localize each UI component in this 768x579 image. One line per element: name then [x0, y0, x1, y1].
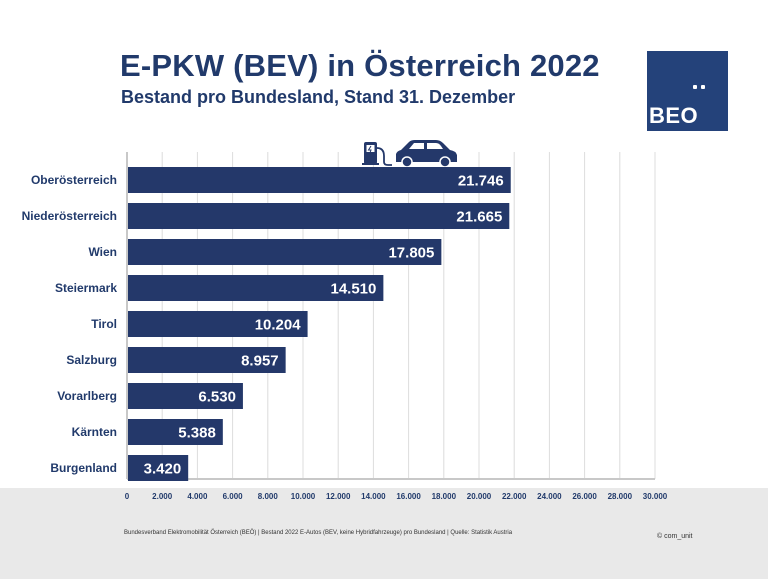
tick-label: 6.000 [223, 492, 244, 501]
category-label: Wien [88, 245, 117, 259]
bar [128, 311, 308, 337]
logo-dots [693, 85, 707, 90]
beo-logo: BEO [647, 51, 728, 131]
bar [128, 347, 286, 373]
value-label: 6.530 [198, 389, 236, 406]
bar [128, 275, 384, 301]
bar [128, 419, 223, 445]
chart-title: E-PKW (BEV) in Österreich 2022 [120, 48, 600, 83]
source-note: Bundesverband Elektromobilität Österreic… [124, 530, 513, 536]
tick-label: 4.000 [187, 492, 208, 501]
bar [128, 203, 510, 229]
tick-label: 30.000 [643, 492, 668, 501]
tick-label: 2.000 [152, 492, 173, 501]
value-label: 10.204 [255, 317, 302, 334]
tick-label: 10.000 [291, 492, 316, 501]
category-label: Salzburg [66, 353, 117, 367]
bar [128, 167, 511, 193]
tick-label: 8.000 [258, 492, 279, 501]
tick-label: 26.000 [572, 492, 597, 501]
tick-label: 28.000 [608, 492, 633, 501]
category-label: Vorarlberg [57, 389, 117, 403]
tick-label: 20.000 [467, 492, 492, 501]
tick-label: 0 [125, 492, 130, 501]
copyright-note: © com_unit [657, 533, 693, 540]
value-label: 21.665 [456, 209, 502, 226]
category-label: Kärnten [72, 425, 117, 439]
value-label: 5.388 [178, 425, 216, 442]
tick-label: 24.000 [537, 492, 562, 501]
value-label: 8.957 [241, 353, 279, 370]
value-label: 17.805 [388, 245, 434, 262]
bar [128, 239, 442, 265]
category-label: Tirol [91, 317, 117, 331]
value-label: 14.510 [330, 281, 376, 298]
footer-background [0, 488, 768, 579]
tick-label: 16.000 [396, 492, 421, 501]
tick-label: 12.000 [326, 492, 351, 501]
category-label: Burgenland [50, 461, 117, 475]
value-label: 3.420 [144, 461, 182, 478]
category-label: Oberösterreich [31, 173, 117, 187]
header-icons [362, 140, 457, 168]
tick-label: 22.000 [502, 492, 527, 501]
logo-text: BEO [649, 103, 699, 128]
bar [128, 455, 189, 481]
category-label: Steiermark [55, 281, 117, 295]
chart-subtitle: Bestand pro Bundesland, Stand 31. Dezemb… [121, 87, 516, 107]
charging-station-icon [362, 142, 392, 166]
bar [128, 383, 243, 409]
value-label: 21.746 [458, 173, 504, 190]
tick-label: 18.000 [432, 492, 457, 501]
category-label: Niederösterreich [22, 209, 117, 223]
tick-label: 14.000 [361, 492, 386, 501]
car-icon [396, 140, 457, 168]
